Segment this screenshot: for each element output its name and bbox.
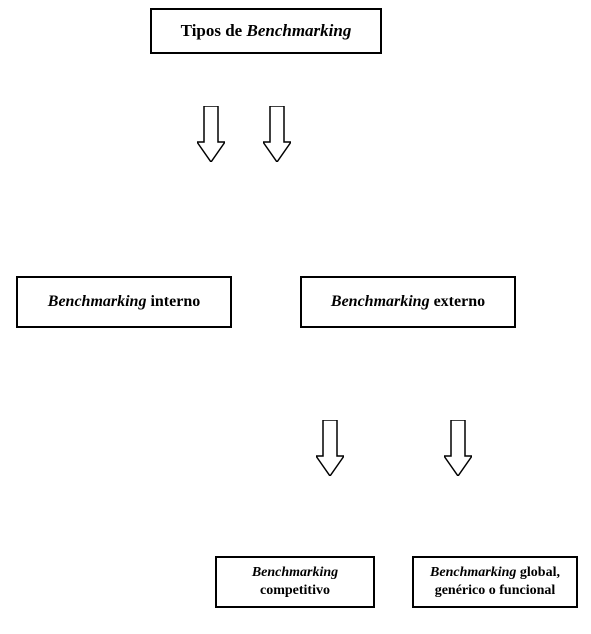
title-box: Tipos de Benchmarking: [150, 8, 382, 54]
externo-suffix: externo: [430, 293, 486, 310]
global-italic: Benchmarking: [430, 565, 516, 580]
global-line2: genérico o funcional: [435, 583, 556, 598]
interno-text: Benchmarking interno: [48, 293, 200, 311]
externo-box: Benchmarking externo: [300, 276, 516, 328]
competitivo-text: Benchmarking competitivo: [252, 564, 338, 600]
global-box: Benchmarking global, genérico o funciona…: [412, 556, 578, 608]
competitivo-italic: Benchmarking: [252, 565, 338, 580]
global-suffix1: global,: [516, 565, 560, 580]
externo-italic: Benchmarking: [331, 293, 430, 310]
global-text: Benchmarking global, genérico o funciona…: [430, 564, 560, 600]
arrow-down-icon: [197, 106, 225, 162]
arrow-down-icon: [444, 420, 472, 476]
title-text: Tipos de Benchmarking: [181, 21, 352, 41]
interno-box: Benchmarking interno: [16, 276, 232, 328]
arrow-down-icon: [263, 106, 291, 162]
interno-italic: Benchmarking: [48, 293, 147, 310]
title-prefix: Tipos de: [181, 21, 247, 40]
arrow-down-icon: [316, 420, 344, 476]
title-italic: Benchmarking: [246, 21, 351, 40]
externo-text: Benchmarking externo: [331, 293, 485, 311]
competitivo-box: Benchmarking competitivo: [215, 556, 375, 608]
interno-suffix: interno: [146, 293, 200, 310]
competitivo-line2: competitivo: [260, 583, 330, 598]
